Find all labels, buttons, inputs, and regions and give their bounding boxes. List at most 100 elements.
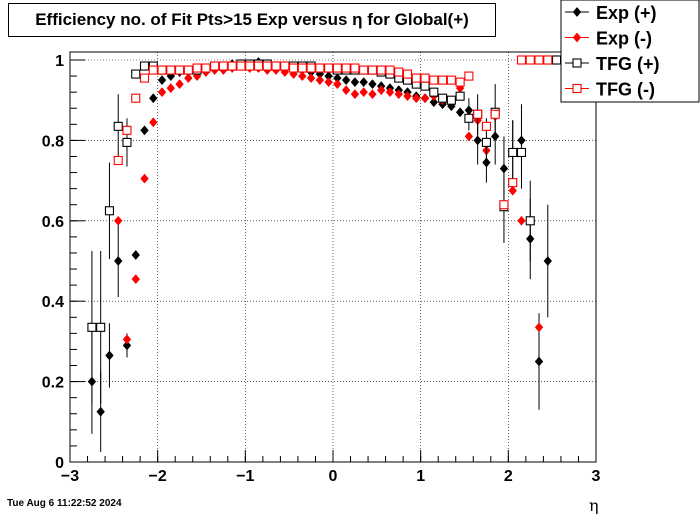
data-point [122, 340, 132, 351]
legend-marker [572, 32, 582, 43]
data-points [87, 55, 562, 452]
data-point [105, 350, 114, 361]
data-point [113, 121, 123, 131]
data-point [122, 334, 132, 345]
legend-label: Exp (-) [596, 29, 652, 49]
data-point [140, 125, 149, 136]
data-point [218, 61, 228, 71]
data-point [402, 69, 413, 79]
data-point [481, 137, 491, 147]
data-point [227, 61, 237, 71]
data-point [385, 87, 395, 98]
data-point [359, 65, 369, 75]
data-point [385, 65, 395, 75]
data-point [96, 406, 105, 417]
data-point [455, 77, 465, 87]
data-point [262, 61, 272, 71]
legend-marker [572, 83, 582, 94]
data-point [429, 75, 439, 85]
data-point [446, 75, 456, 85]
data-point [394, 89, 403, 100]
data-point [324, 63, 334, 73]
data-point [473, 135, 482, 146]
data-point [517, 215, 526, 226]
data-point [297, 63, 307, 73]
data-point [324, 77, 333, 88]
data-point [315, 75, 325, 86]
data-point [271, 61, 281, 71]
data-point [306, 63, 316, 73]
legend-label: TFG (-) [596, 80, 655, 100]
data-point [157, 75, 167, 86]
data-point [508, 147, 518, 158]
data-point [508, 185, 517, 196]
data-point [455, 107, 465, 118]
data-point [429, 87, 439, 97]
data-point [140, 173, 149, 184]
data-point [464, 113, 474, 123]
data-point [201, 63, 211, 73]
data-point [525, 216, 535, 226]
data-point [131, 93, 141, 103]
data-point [376, 85, 386, 96]
data-point [473, 109, 483, 119]
data-point [412, 93, 421, 104]
y-tick-label: 0.2 [42, 375, 64, 392]
legend-marker [572, 7, 582, 17]
data-point [166, 65, 176, 75]
data-point [350, 89, 360, 100]
legend-label: TFG (+) [596, 54, 660, 74]
data-point [113, 155, 123, 166]
data-point [350, 77, 360, 88]
data-point [332, 63, 342, 73]
data-point [157, 87, 167, 98]
data-point [157, 65, 167, 75]
series-tfg [113, 55, 553, 210]
data-point [508, 178, 518, 188]
data-point [139, 73, 150, 83]
data-point [420, 81, 430, 91]
data-point [183, 65, 193, 75]
data-point [253, 61, 264, 71]
data-point [149, 117, 158, 128]
y-tick-label: 0.6 [42, 214, 64, 231]
data-point [438, 93, 448, 103]
x-tick-label: −1 [236, 468, 254, 485]
series-exp [113, 55, 561, 345]
data-point [341, 63, 351, 73]
data-point [438, 75, 448, 85]
grid-lines [70, 52, 596, 462]
data-point [464, 131, 474, 142]
data-point [420, 73, 430, 83]
data-point [131, 249, 140, 260]
data-point [367, 65, 378, 75]
data-point [403, 91, 412, 102]
legend-label: Exp (+) [596, 3, 657, 23]
data-point [534, 322, 544, 333]
data-point [490, 109, 500, 119]
data-point [298, 71, 307, 82]
data-point [245, 61, 255, 71]
data-point [87, 322, 97, 332]
x-tick-label: 1 [416, 468, 425, 485]
data-point [236, 61, 246, 71]
data-point [122, 125, 132, 135]
data-point [113, 215, 123, 226]
data-point [175, 79, 184, 90]
data-point [359, 77, 368, 88]
data-point [280, 61, 290, 71]
y-tick-label: 0.4 [42, 294, 64, 311]
timestamp: Tue Aug 6 11:22:52 2024 [7, 498, 122, 509]
data-point [341, 75, 351, 86]
y-tick-label: 1 [55, 53, 64, 70]
data-point [481, 121, 491, 131]
data-point [446, 95, 456, 105]
data-point [139, 61, 150, 71]
data-point [122, 137, 132, 147]
x-tick-label: −3 [61, 468, 79, 485]
data-point [192, 63, 202, 73]
data-point [148, 65, 158, 75]
data-point [525, 55, 535, 65]
data-point [341, 85, 351, 96]
data-point [420, 93, 430, 104]
